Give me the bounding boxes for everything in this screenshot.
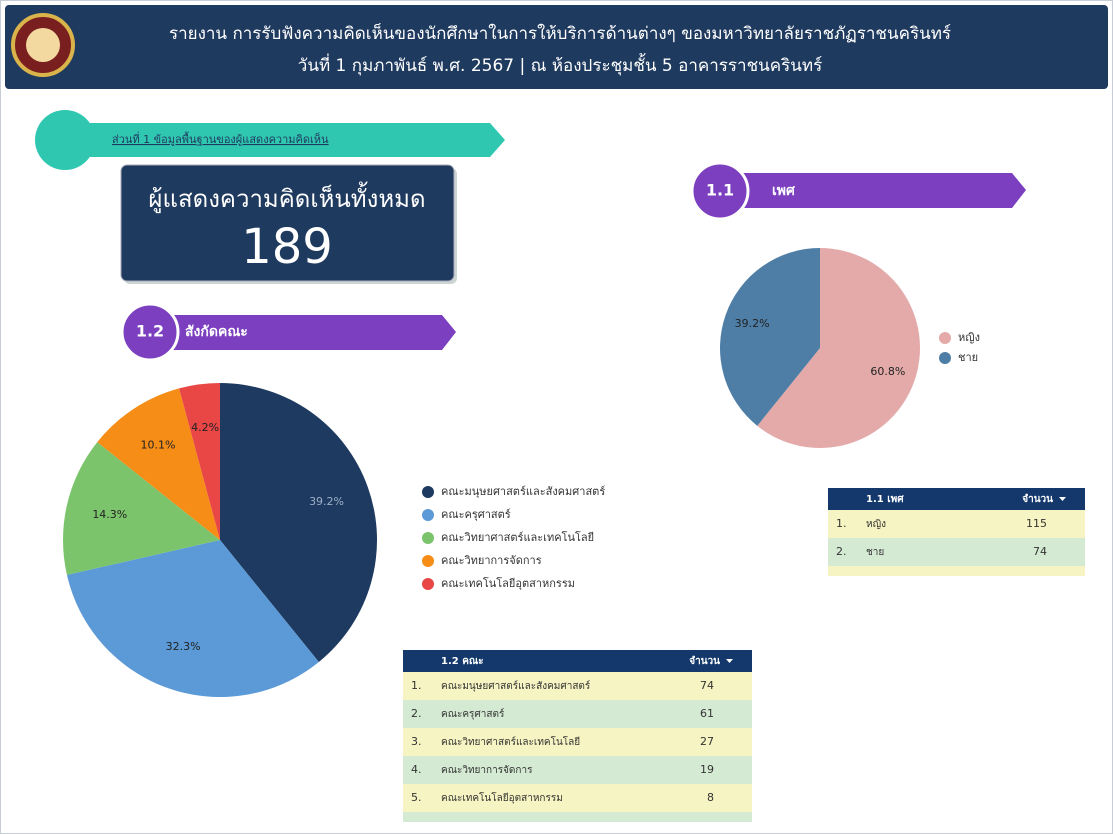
legend-swatch bbox=[422, 486, 434, 498]
scorecard-value: 189 bbox=[241, 219, 333, 275]
slice-label: 39.2% bbox=[735, 317, 770, 330]
column-header: 1.2 คณะ bbox=[441, 656, 484, 667]
table-header bbox=[403, 650, 752, 672]
pie-slice bbox=[220, 383, 377, 662]
row-index: 3. bbox=[411, 735, 422, 748]
header-title: รายงาน การรับฟังความคิดเห็นของนักศึกษาใน… bbox=[169, 22, 951, 44]
table-row bbox=[828, 538, 1085, 566]
legend-swatch bbox=[422, 555, 434, 567]
slice-label: 10.1% bbox=[141, 438, 176, 451]
pie-slice bbox=[179, 383, 220, 540]
sort-icon bbox=[726, 659, 733, 663]
legend-label: หญิง bbox=[958, 331, 980, 344]
chart-number: 1.1 bbox=[706, 181, 734, 200]
slice-label: 39.2% bbox=[309, 495, 344, 508]
legend-label: คณะครุศาสตร์ bbox=[441, 508, 511, 521]
row-name: คณะครุศาสตร์ bbox=[441, 708, 505, 720]
row-name: คณะเทคโนโลยีอุตสาหกรรม bbox=[441, 791, 563, 804]
table-row bbox=[403, 784, 752, 812]
section-banner bbox=[90, 123, 505, 157]
table-row bbox=[403, 700, 752, 728]
legend-label: คณะวิทยาศาสตร์และเทคโนโลยี bbox=[441, 530, 594, 544]
legend-label: คณะมนุษยศาสตร์และสังคมศาสตร์ bbox=[441, 485, 605, 498]
table-footer bbox=[828, 566, 1085, 576]
legend-swatch bbox=[939, 352, 951, 364]
row-index: 2. bbox=[411, 707, 422, 720]
table-header bbox=[828, 488, 1085, 510]
section-circle bbox=[35, 110, 95, 170]
scorecard bbox=[120, 164, 455, 282]
row-index: 1. bbox=[836, 517, 847, 530]
row-index: 4. bbox=[411, 763, 422, 776]
legend-swatch bbox=[422, 578, 434, 590]
pie-slice bbox=[757, 248, 920, 449]
header-bar bbox=[5, 5, 1108, 89]
sort-icon bbox=[1059, 497, 1066, 501]
row-name: คณะวิทยาการจัดการ bbox=[441, 765, 533, 776]
row-count: 74 bbox=[1033, 545, 1047, 558]
legend-swatch bbox=[422, 532, 434, 544]
column-header: จำนวน bbox=[689, 655, 720, 667]
chart-number: 1.2 bbox=[136, 322, 164, 341]
row-count: 74 bbox=[700, 679, 714, 692]
row-name: หญิง bbox=[866, 519, 886, 530]
row-name: คณะวิทยาศาสตร์และเทคโนโลยี bbox=[441, 735, 580, 748]
logo-inner bbox=[26, 28, 60, 62]
row-count: 115 bbox=[1026, 517, 1047, 530]
row-count: 27 bbox=[700, 735, 714, 748]
column-header: จำนวน bbox=[1022, 493, 1053, 505]
row-count: 8 bbox=[707, 791, 714, 804]
table-row bbox=[403, 672, 752, 700]
table-row bbox=[403, 756, 752, 784]
scorecard-label: ผู้แสดงความคิดเห็นทั้งหมด bbox=[148, 181, 425, 214]
row-index: 5. bbox=[411, 791, 422, 804]
legend-label: คณะวิทยาการจัดการ bbox=[441, 554, 542, 567]
legend-label: ชาย bbox=[958, 351, 978, 364]
row-count: 19 bbox=[700, 763, 714, 776]
pie-slice bbox=[720, 248, 820, 426]
row-name: คณะมนุษยศาสตร์และสังคมศาสตร์ bbox=[441, 680, 591, 692]
column-header: 1.1 เพศ bbox=[866, 494, 904, 505]
pie-slice bbox=[66, 540, 319, 697]
row-index: 2. bbox=[836, 545, 847, 558]
chart-title: เพศ bbox=[772, 183, 796, 199]
table-row bbox=[828, 510, 1085, 538]
table-footer bbox=[403, 812, 752, 822]
row-count: 61 bbox=[700, 707, 714, 720]
table-row bbox=[403, 728, 752, 756]
header-subtitle: วันที่ 1 กุมภาพันธ์ พ.ศ. 2567 | ณ ห้องปร… bbox=[298, 53, 822, 76]
pie-slice bbox=[63, 442, 221, 575]
chart-banner bbox=[165, 315, 456, 350]
legend-swatch bbox=[422, 509, 434, 521]
row-index: 1. bbox=[411, 679, 422, 692]
legend-label: คณะเทคโนโลยีอุตสาหกรรม bbox=[441, 576, 575, 590]
section-title: ส่วนที่ 1 ข้อมูลพื้นฐานของผู้แสดงความคิด… bbox=[112, 131, 329, 146]
chart-title: สังกัดคณะ bbox=[185, 324, 248, 340]
slice-label: 14.3% bbox=[92, 508, 127, 521]
chart-number-circle bbox=[690, 161, 750, 221]
row-name: ชาย bbox=[866, 547, 884, 558]
slice-label: 32.3% bbox=[166, 640, 201, 653]
chart-banner bbox=[740, 173, 1026, 208]
legend-swatch bbox=[939, 332, 951, 344]
slice-label: 4.2% bbox=[191, 421, 219, 434]
chart-number-circle bbox=[120, 302, 180, 362]
pie-slice bbox=[97, 388, 220, 540]
slice-label: 60.8% bbox=[870, 365, 905, 378]
